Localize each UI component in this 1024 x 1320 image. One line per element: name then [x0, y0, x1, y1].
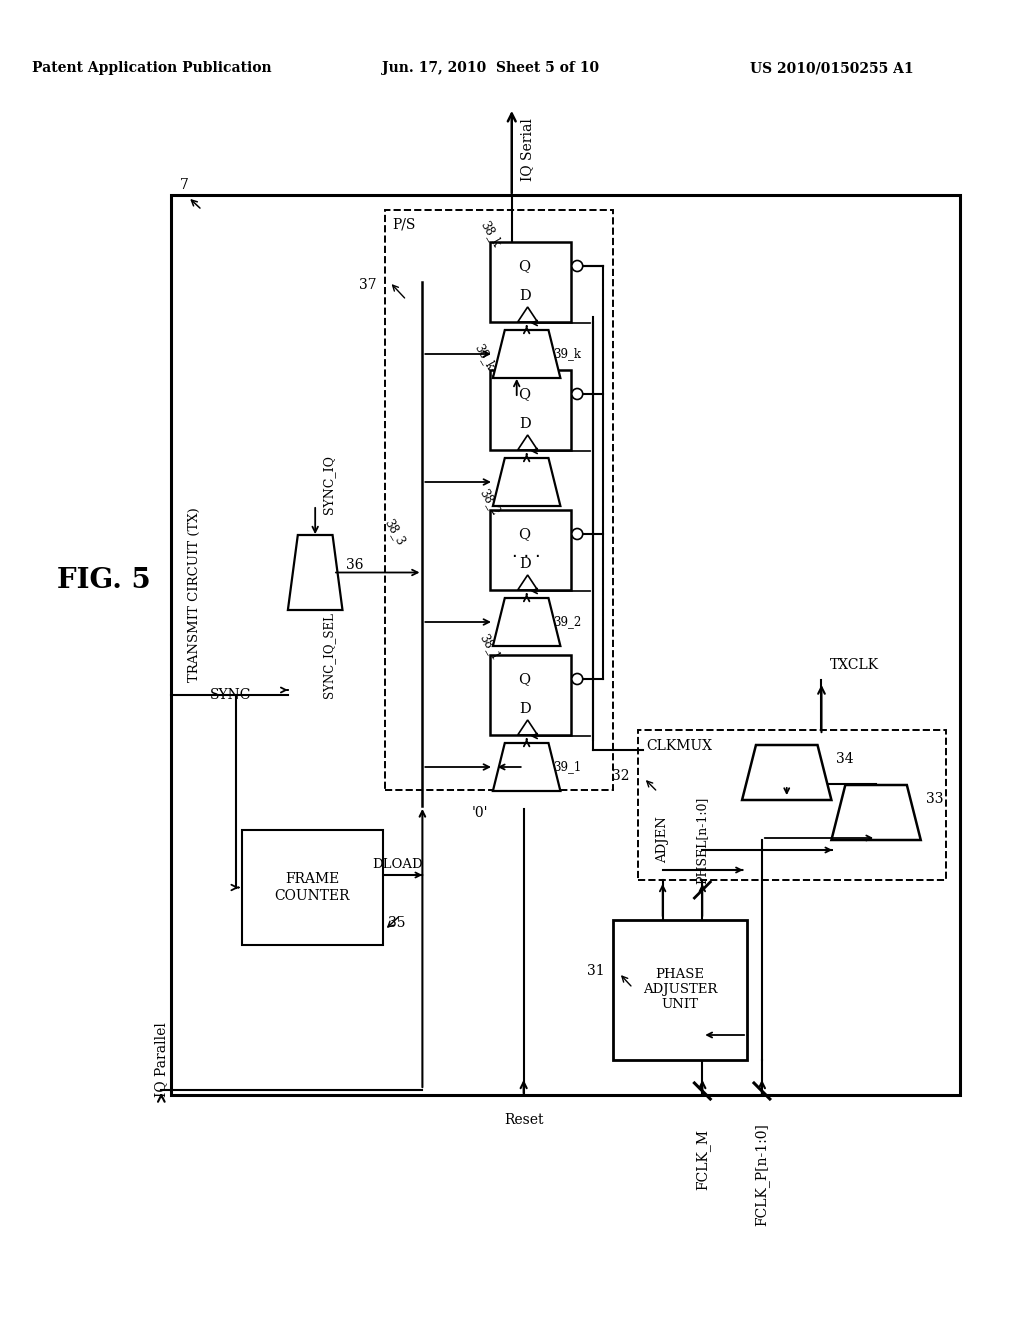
Text: 35: 35: [388, 916, 406, 931]
Circle shape: [571, 260, 583, 272]
Text: US 2010/0150255 A1: US 2010/0150255 A1: [750, 61, 913, 75]
Text: PHSEL[n-1:0]: PHSEL[n-1:0]: [696, 796, 709, 883]
Text: Reset: Reset: [504, 1113, 544, 1127]
Text: 37: 37: [359, 279, 377, 292]
Polygon shape: [288, 535, 342, 610]
Polygon shape: [831, 785, 921, 840]
Bar: [242, 830, 383, 945]
Text: 39_1: 39_1: [553, 760, 582, 774]
Text: 38_k: 38_k: [477, 219, 503, 249]
Text: TXCLK: TXCLK: [829, 657, 879, 672]
Text: 39_k: 39_k: [553, 347, 582, 360]
Polygon shape: [493, 330, 560, 378]
Bar: [171, 195, 961, 1096]
Text: CLKMUX: CLKMUX: [646, 739, 712, 752]
Text: D: D: [519, 702, 530, 717]
Bar: [489, 655, 571, 735]
Text: D: D: [519, 557, 530, 572]
Text: D: D: [519, 289, 530, 304]
Text: Jun. 17, 2010  Sheet 5 of 10: Jun. 17, 2010 Sheet 5 of 10: [382, 61, 599, 75]
Text: IQ Parallel: IQ Parallel: [155, 1023, 168, 1097]
Text: Q: Q: [518, 672, 530, 686]
Text: 36: 36: [346, 558, 364, 572]
Bar: [489, 242, 571, 322]
Text: P/S: P/S: [392, 216, 416, 231]
Text: 38_k-1: 38_k-1: [472, 342, 503, 381]
Text: . . .: . . .: [512, 543, 541, 561]
Bar: [489, 370, 571, 450]
Text: FCLK_P[n-1:0]: FCLK_P[n-1:0]: [755, 1123, 769, 1226]
Bar: [385, 210, 613, 789]
Text: TRANSMIT CIRCUIT (TX): TRANSMIT CIRCUIT (TX): [187, 508, 201, 682]
Text: '0': '0': [471, 807, 487, 820]
Text: FRAME
COUNTER: FRAME COUNTER: [274, 873, 350, 903]
Text: 38_1: 38_1: [477, 631, 503, 663]
Circle shape: [571, 673, 583, 685]
Text: SYNC_IQ_SEL: SYNC_IQ_SEL: [323, 612, 335, 698]
Text: SYNC: SYNC: [210, 688, 252, 702]
Text: ADJEN: ADJEN: [656, 817, 669, 863]
Polygon shape: [493, 458, 560, 506]
Bar: [489, 510, 571, 590]
Text: Patent Application Publication: Patent Application Publication: [32, 61, 271, 75]
Text: 34: 34: [837, 752, 854, 766]
Text: 7: 7: [179, 178, 188, 191]
Polygon shape: [742, 744, 831, 800]
Text: 38_2: 38_2: [477, 487, 503, 517]
Text: IQ Serial: IQ Serial: [520, 119, 534, 181]
Text: FIG. 5: FIG. 5: [57, 566, 151, 594]
Text: 39_2: 39_2: [553, 615, 582, 628]
Text: 32: 32: [612, 770, 630, 783]
Text: 31: 31: [588, 964, 605, 978]
Circle shape: [571, 528, 583, 540]
Text: DLOAD: DLOAD: [373, 858, 423, 871]
Text: Q: Q: [518, 387, 530, 401]
Text: D: D: [519, 417, 530, 432]
Circle shape: [571, 388, 583, 400]
Text: SYNC_IQ: SYNC_IQ: [323, 455, 335, 515]
Text: 33: 33: [926, 792, 943, 807]
Bar: [613, 920, 748, 1060]
Text: 38_3: 38_3: [382, 516, 408, 548]
Text: FCLK_M: FCLK_M: [695, 1130, 710, 1191]
Bar: [638, 730, 945, 880]
Text: PHASE
ADJUSTER
UNIT: PHASE ADJUSTER UNIT: [643, 969, 717, 1011]
Text: Q: Q: [518, 259, 530, 273]
Polygon shape: [493, 598, 560, 645]
Polygon shape: [493, 743, 560, 791]
Text: Q: Q: [518, 527, 530, 541]
